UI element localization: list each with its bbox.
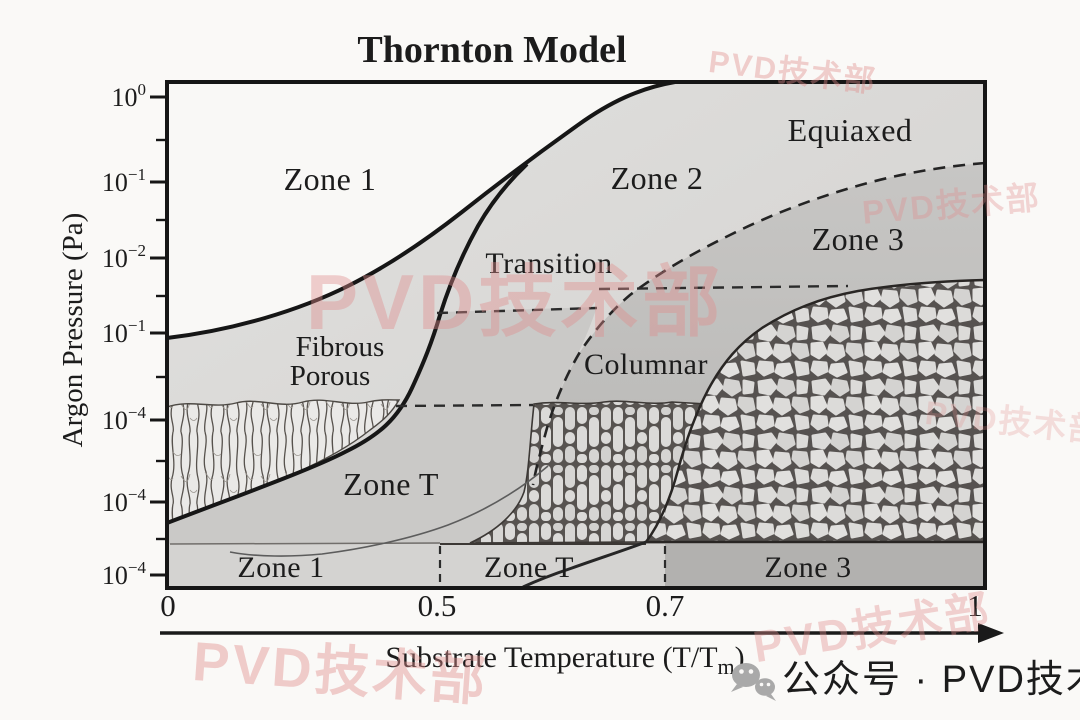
x-axis-tick-labels: 0 0.5 0.7 1	[160, 588, 983, 623]
band-zoneT-label: Zone T	[484, 551, 574, 584]
zone3-boundary-dashed-curve	[531, 161, 986, 486]
x-tick-label: 1	[967, 588, 983, 623]
zone1-lower-thin-curve	[229, 465, 549, 557]
y-tick-label: 10−1	[102, 316, 146, 348]
y-axis-label: Argon Pressure (Pa)	[57, 213, 89, 448]
x-tick-label: 0	[160, 588, 176, 623]
y-tick-label: 10−4	[102, 558, 147, 590]
zone1-label: Zone 1	[284, 161, 377, 197]
equiaxed-texture	[643, 278, 987, 544]
figure-title: Thornton Model	[357, 29, 626, 71]
fibrous-label-line2: Porous	[290, 360, 371, 392]
x-axis-arrow	[160, 623, 1004, 643]
y-tick-label: 10−4	[102, 485, 147, 517]
plot-border	[165, 80, 987, 590]
equiaxed-label: Equiaxed	[788, 112, 913, 148]
x-axis-label: Substrate Temperature (T/Tm)	[385, 641, 744, 679]
y-axis-ticks: 100 10−1 10−2 10−1 10−4 10−4 10−4	[102, 80, 167, 590]
zone1-boundary-curve	[166, 80, 676, 340]
zoneT-lower-boundary-curve	[522, 540, 647, 589]
transition-dashed-line	[436, 306, 598, 315]
deposit-level-dashed-line	[395, 403, 534, 408]
columnar-label: Columnar	[584, 348, 708, 381]
zoneT-label: Zone T	[343, 466, 439, 502]
y-tick-label: 10−2	[102, 241, 146, 273]
transition-label: Transition	[485, 247, 612, 280]
zone2-label: Zone 2	[611, 160, 704, 196]
y-tick-label: 100	[112, 80, 147, 112]
wechat-account-label: 公众号 · PVD技术部	[782, 659, 1080, 701]
x-tick-label: 0.7	[646, 588, 685, 623]
wechat-icon	[731, 663, 776, 701]
zoneT-region	[167, 307, 597, 544]
equiaxed-level-dashed-line	[598, 284, 849, 291]
y-tick-label: 10−1	[102, 165, 146, 197]
band-top-line-left	[169, 542, 441, 545]
x-tick-label: 0.5	[418, 588, 457, 623]
fibrous-label-line1: Fibrous	[296, 331, 385, 363]
fibrous-boundary-curve	[166, 162, 529, 525]
band-zone3-label: Zone 3	[764, 551, 851, 584]
y-tick-label: 10−4	[102, 403, 147, 435]
zone3-label: Zone 3	[812, 221, 905, 257]
band-zone1-label: Zone 1	[237, 551, 324, 584]
substrate-band-right	[665, 544, 985, 588]
